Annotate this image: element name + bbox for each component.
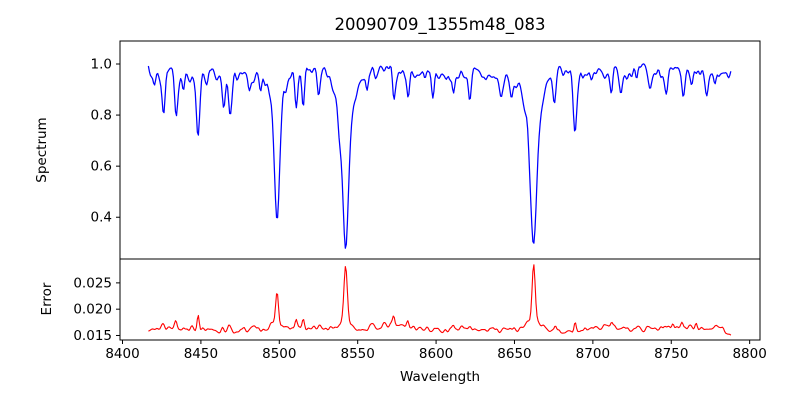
error-panel-frame (119, 258, 761, 341)
y-tick-label: 0.025 (73, 275, 112, 291)
x-tick-label: 8450 (184, 346, 218, 362)
y-tick-label: 0.4 (91, 210, 112, 226)
error-y-ticks: 0.015 0.020 0.025 (73, 275, 120, 344)
x-tick-label: 8650 (497, 346, 531, 362)
spectrum-line-series (147, 63, 732, 249)
spectrum-panel-frame (119, 40, 761, 260)
x-tick-label: 8750 (654, 346, 688, 362)
x-tick-label: 8800 (732, 346, 766, 362)
x-axis-label: Wavelength (400, 369, 480, 385)
x-tick-label: 8600 (419, 346, 453, 362)
x-tick-label: 8550 (341, 346, 375, 362)
x-tick-label: 8700 (576, 346, 610, 362)
spectrum-y-axis-label: Spectrum (34, 117, 50, 182)
x-tick-label: 8400 (105, 346, 139, 362)
y-tick-label: 0.015 (73, 328, 112, 344)
error-line-series (148, 264, 732, 336)
y-tick-label: 0.8 (91, 108, 112, 124)
y-tick-label: 0.6 (91, 159, 112, 175)
y-tick-label: 1.0 (91, 56, 112, 72)
x-ticks: 8400 8450 8500 8550 8600 8650 8700 8750 8800 (105, 340, 767, 362)
chart-title: 20090709_1355m48_083 (334, 15, 545, 35)
spectrum-y-ticks: 0.4 0.6 0.8 1.0 (91, 56, 120, 226)
x-tick-label: 8500 (262, 346, 296, 362)
y-tick-label: 0.020 (73, 302, 112, 318)
error-y-axis-label: Error (39, 282, 55, 315)
